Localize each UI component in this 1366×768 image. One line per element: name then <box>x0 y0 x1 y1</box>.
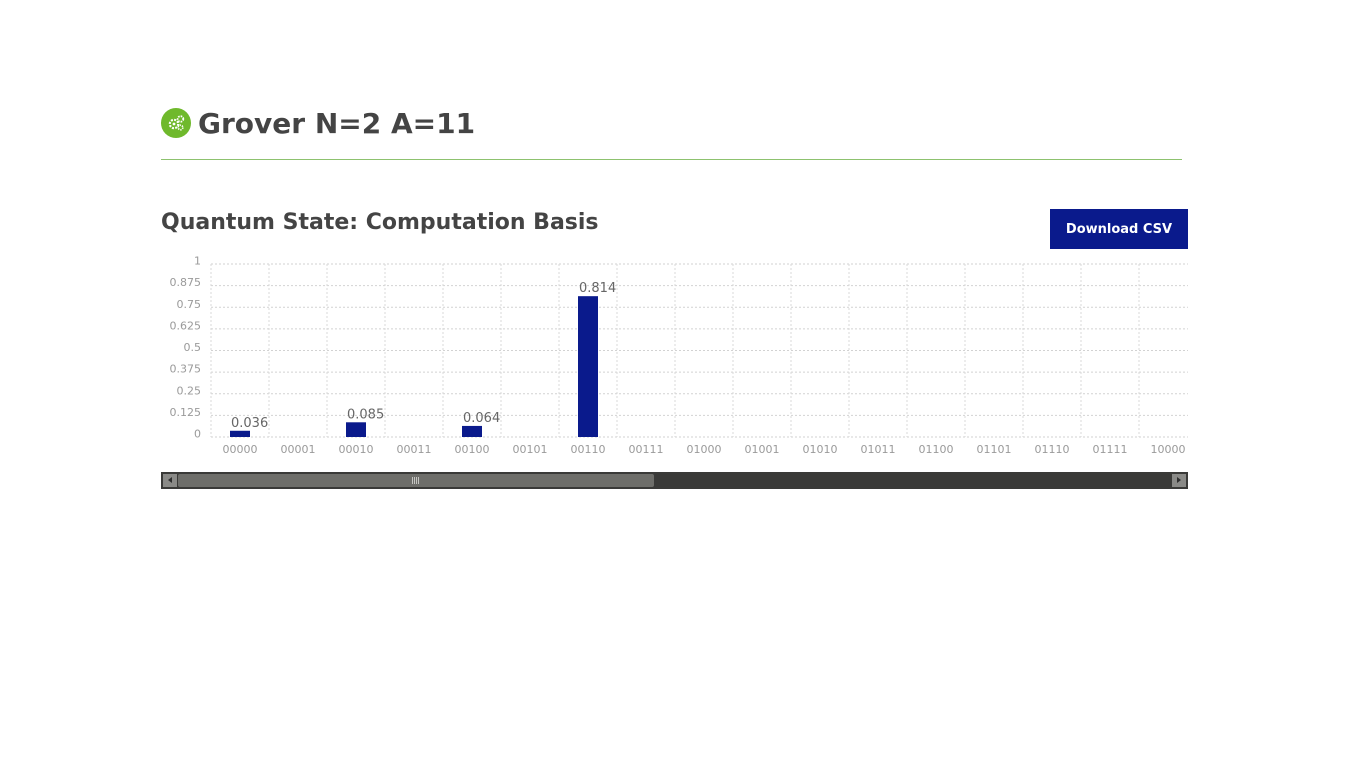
scroll-right-arrow-icon[interactable] <box>1172 474 1186 487</box>
x-tick-label: 01100 <box>919 443 954 456</box>
section-title: Quantum State: Computation Basis <box>161 210 599 235</box>
y-tick-label: 0.875 <box>170 276 202 289</box>
data-label-00110: 0.814 <box>579 281 616 296</box>
x-tick-label: 00110 <box>571 443 606 456</box>
data-label-00100: 0.064 <box>463 411 500 426</box>
y-tick-label: 0 <box>194 428 201 441</box>
bar-00110 <box>578 296 598 437</box>
data-label-00010: 0.085 <box>347 407 384 422</box>
y-tick-label: 0.25 <box>177 384 202 397</box>
x-tick-label: 01010 <box>803 443 838 456</box>
x-tick-label: 00101 <box>513 443 548 456</box>
x-tick-label: 00010 <box>339 443 374 456</box>
x-tick-label: 00111 <box>629 443 664 456</box>
y-tick-label: 0.375 <box>170 363 202 376</box>
download-csv-button[interactable]: Download CSV <box>1050 209 1188 249</box>
x-tick-label: 00011 <box>397 443 432 456</box>
scrollbar-thumb[interactable] <box>178 474 654 487</box>
x-tick-label: 10000 <box>1151 443 1186 456</box>
page-title: Grover N=2 A=11 <box>198 107 476 140</box>
scroll-left-arrow-icon[interactable] <box>163 474 177 487</box>
grip-icon <box>412 477 420 484</box>
x-tick-label: 01000 <box>687 443 722 456</box>
y-tick-label: 0.125 <box>170 406 202 419</box>
x-tick-label: 01101 <box>977 443 1012 456</box>
y-tick-label: 0.5 <box>184 341 202 354</box>
x-tick-label: 01110 <box>1035 443 1070 456</box>
probability-bar-chart: 0 0.125 0.25 0.375 0.5 0.625 0.75 0.875 1 0.036 00… <box>170 255 1188 456</box>
x-tick-label: 00001 <box>281 443 316 456</box>
y-tick-label: 0.75 <box>177 298 202 311</box>
x-tick-label: 00000 <box>223 443 258 456</box>
data-label-00000: 0.036 <box>231 416 268 431</box>
bar-00000 <box>230 430 250 437</box>
bar-00100 <box>462 425 482 437</box>
page-header: Grover N=2 A=11 <box>161 106 1182 160</box>
chart-horizontal-scrollbar[interactable] <box>161 472 1188 489</box>
x-tick-label: 01001 <box>745 443 780 456</box>
y-tick-label: 1 <box>194 255 201 268</box>
bar-00010 <box>346 422 366 437</box>
x-tick-label: 01011 <box>861 443 896 456</box>
x-tick-label: 01111 <box>1093 443 1128 456</box>
x-tick-label: 00100 <box>455 443 490 456</box>
y-tick-label: 0.625 <box>170 319 202 332</box>
gears-icon <box>161 108 191 138</box>
